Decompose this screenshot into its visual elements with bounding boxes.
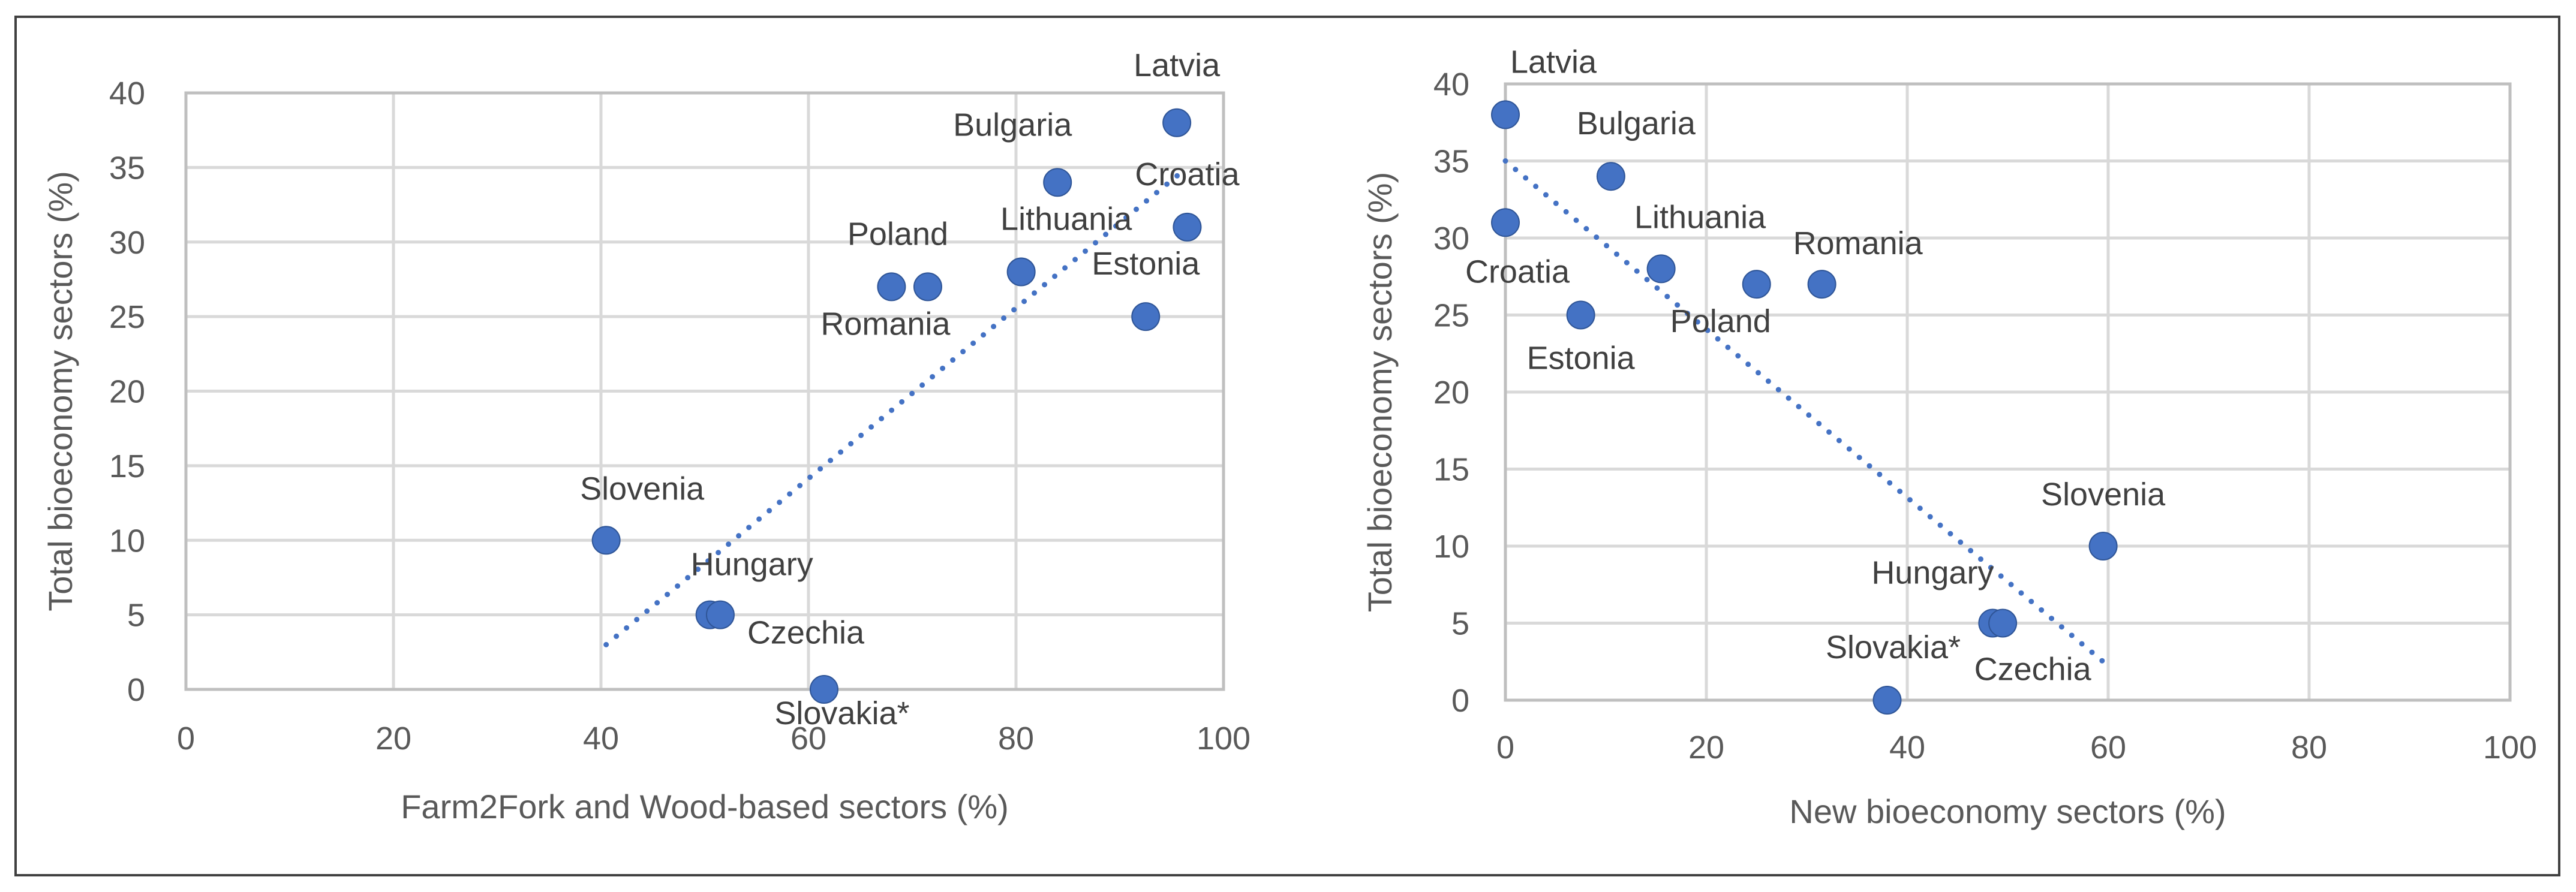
data-label-poland: Poland <box>847 216 948 252</box>
data-label-hungary: Hungary <box>691 547 813 583</box>
x-tick-label: 100 <box>2483 730 2537 766</box>
data-point-bulgaria <box>1596 162 1625 191</box>
data-point-latvia <box>1491 100 1520 129</box>
data-point-poland <box>913 272 942 302</box>
y-tick-label: 0 <box>1451 683 1469 719</box>
data-label-slovakia: Slovakia* <box>774 695 909 731</box>
data-label-slovakia: Slovakia* <box>1826 629 1961 665</box>
y-tick-label: 10 <box>109 523 145 559</box>
y-tick-label: 20 <box>1433 375 1469 411</box>
data-point-poland <box>1742 270 1771 299</box>
data-label-hungary: Hungary <box>1871 555 1994 591</box>
y-tick-label: 5 <box>1451 606 1469 642</box>
x-tick-label: 100 <box>1197 721 1251 757</box>
y-tick-label: 0 <box>127 672 145 708</box>
y-tick-label: 25 <box>1433 298 1469 334</box>
y-tick-label: 15 <box>109 448 145 484</box>
y-tick-label: 25 <box>109 299 145 335</box>
data-point-slovenia <box>591 526 621 555</box>
x-tick-label: 40 <box>583 721 619 757</box>
data-label-croatia: Croatia <box>1465 254 1570 290</box>
figure-border <box>14 16 2560 876</box>
x-tick-label: 20 <box>375 721 411 757</box>
y-tick-label: 40 <box>109 76 145 112</box>
data-point-czechia <box>1988 608 2018 638</box>
data-point-czechia <box>705 600 735 629</box>
x-tick-label: 40 <box>1889 730 1925 766</box>
data-label-czechia: Czechia <box>747 615 865 651</box>
x-tick-label: 80 <box>2291 730 2327 766</box>
x-tick-label: 0 <box>1496 730 1514 766</box>
data-point-croatia <box>1491 208 1520 237</box>
y-tick-label: 15 <box>1433 452 1469 488</box>
y-tick-label: 35 <box>109 150 145 186</box>
x-axis-title: New bioeconomy sectors (%) <box>1789 792 2226 830</box>
data-label-romania: Romania <box>1793 225 1923 261</box>
data-label-estonia: Estonia <box>1092 246 1200 282</box>
chart-farm2fork: 0 20 40 60 80 100 0 5 10 15 20 25 30 35 40 Farm2Fork an… <box>41 47 1251 825</box>
x-axis-title: Farm2Fork and Wood-based sectors (%) <box>401 788 1009 825</box>
data-label-lithuania: Lithuania <box>1000 201 1132 237</box>
data-point-romania <box>1807 270 1836 299</box>
data-point-lithuania <box>1006 257 1036 287</box>
data-point-slovenia <box>2088 532 2118 560</box>
data-label-romania: Romania <box>820 306 951 342</box>
data-point-estonia <box>1131 302 1161 332</box>
y-tick-label: 20 <box>109 374 145 410</box>
data-point-slovakia <box>809 675 838 704</box>
data-point-estonia <box>1566 300 1595 330</box>
data-label-croatia: Croatia <box>1135 156 1240 192</box>
data-label-lithuania: Lithuania <box>1634 199 1766 235</box>
y-tick-label: 40 <box>1433 67 1469 103</box>
data-label-latvia: Latvia <box>1134 47 1221 83</box>
data-label-slovenia: Slovenia <box>2041 477 2166 513</box>
y-tick-label: 10 <box>1433 529 1469 565</box>
chart-new-bioeconomy: 0 20 40 60 80 100 0 5 10 15 20 25 30 35 40 New bioecono… <box>1361 44 2537 830</box>
data-point-romania <box>877 272 906 302</box>
data-point-bulgaria <box>1043 168 1072 197</box>
plot-area-frame <box>1504 82 2512 702</box>
data-label-bulgaria: Bulgaria <box>1577 106 1696 141</box>
data-point-croatia <box>1173 212 1202 242</box>
data-label-bulgaria: Bulgaria <box>953 107 1072 143</box>
x-tick-label: 60 <box>790 721 826 757</box>
data-label-estonia: Estonia <box>1527 340 1636 376</box>
data-point-slovakia <box>1872 686 1902 715</box>
x-tick-label: 20 <box>1688 730 1724 766</box>
data-label-poland: Poland <box>1670 303 1771 339</box>
plot-area-frame <box>184 91 1225 691</box>
y-tick-label: 35 <box>1433 144 1469 180</box>
data-label-slovenia: Slovenia <box>580 471 705 507</box>
data-point-latvia <box>1162 108 1192 137</box>
y-tick-label: 30 <box>1433 221 1469 257</box>
y-axis-title: Total bioeconomy sectors (%) <box>1361 172 1399 613</box>
trendline <box>1502 158 2106 665</box>
y-tick-label: 30 <box>109 225 145 261</box>
y-axis-title: Total bioeconomy sectors (%) <box>41 171 79 611</box>
data-point-lithuania <box>1646 254 1676 284</box>
x-tick-label: 80 <box>998 721 1034 757</box>
x-tick-label: 60 <box>2090 730 2126 766</box>
x-tick-label: 0 <box>177 721 195 757</box>
y-tick-label: 5 <box>127 598 145 634</box>
data-label-latvia: Latvia <box>1510 44 1597 80</box>
data-label-czechia: Czechia <box>1974 652 2092 688</box>
